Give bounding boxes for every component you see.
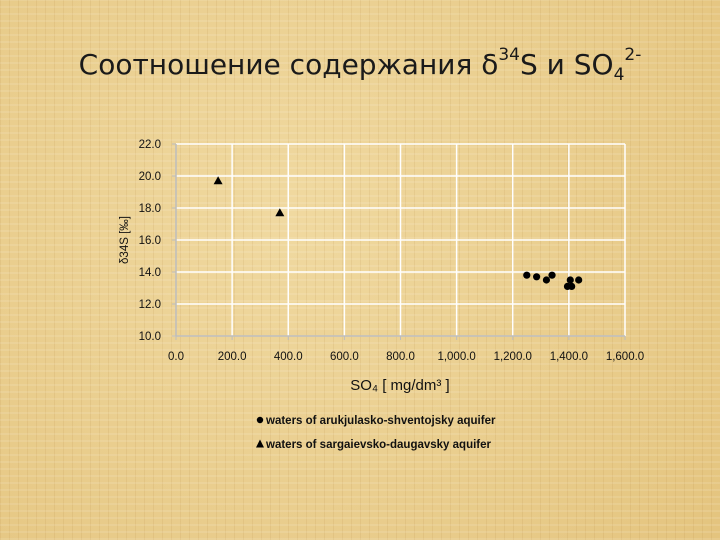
x-tick-label: 1,200.0 (494, 351, 532, 363)
grid-lines (176, 143, 626, 336)
y-tick-label: 12.0 (139, 299, 161, 311)
x-tick-label: 600.0 (330, 351, 359, 363)
title-superscript-34: 34 (498, 45, 520, 65)
x-tick-label: 200.0 (218, 351, 247, 363)
circle-point (568, 282, 576, 290)
legend-circle-marker (256, 416, 264, 424)
data-points (213, 176, 583, 290)
x-tick-label: 1,400.0 (550, 351, 588, 363)
title-superscript-charge: 2- (624, 45, 642, 65)
x-tick-label: 800.0 (386, 351, 415, 363)
x-tick-label: 1,600.0 (606, 351, 644, 363)
circle-point (523, 271, 531, 279)
circle-point (575, 276, 583, 284)
title-delta: δ (481, 48, 499, 81)
title-subscript-4: 4 (613, 65, 625, 85)
triangle-point (275, 208, 285, 217)
legend-label: waters of arukjulasko-shventojsky aquife… (265, 415, 496, 427)
circle-point (533, 273, 541, 281)
triangle-point (213, 176, 223, 185)
legend: waters of arukjulasko-shventojsky aquife… (256, 415, 496, 451)
x-tick-label: 400.0 (274, 351, 303, 363)
y-axis-label: δ34S [‰] (119, 216, 131, 264)
title-s-and-so: S и SO (519, 48, 614, 81)
x-tick-label: 0.0 (168, 351, 184, 363)
circle-point (566, 276, 574, 284)
x-axis-label: SO₄ [ mg/dm³ ] (350, 377, 449, 394)
legend-triangle-marker (256, 439, 264, 448)
legend-label: waters of sargaievsko-daugavsky aquifer (265, 439, 492, 451)
y-tick-label: 14.0 (139, 267, 161, 279)
y-tick-label: 20.0 (139, 171, 161, 183)
circle-point (548, 271, 556, 279)
x-tick-label: 1,000.0 (437, 351, 475, 363)
axes (172, 143, 626, 340)
title-main: Соотношение содержания (78, 48, 482, 81)
tick-labels: 0.0 200.0 400.0 600.0 800.0 1,000.0 1,200.0 1,4… (139, 139, 645, 363)
y-tick-label: 16.0 (139, 235, 161, 247)
y-tick-label: 18.0 (139, 203, 161, 215)
y-tick-label: 10.0 (139, 331, 161, 343)
y-tick-label: 22.0 (139, 139, 161, 151)
slide-title: Соотношение содержания δ34S и SO42- (0, 45, 720, 84)
circle-point (542, 276, 551, 284)
